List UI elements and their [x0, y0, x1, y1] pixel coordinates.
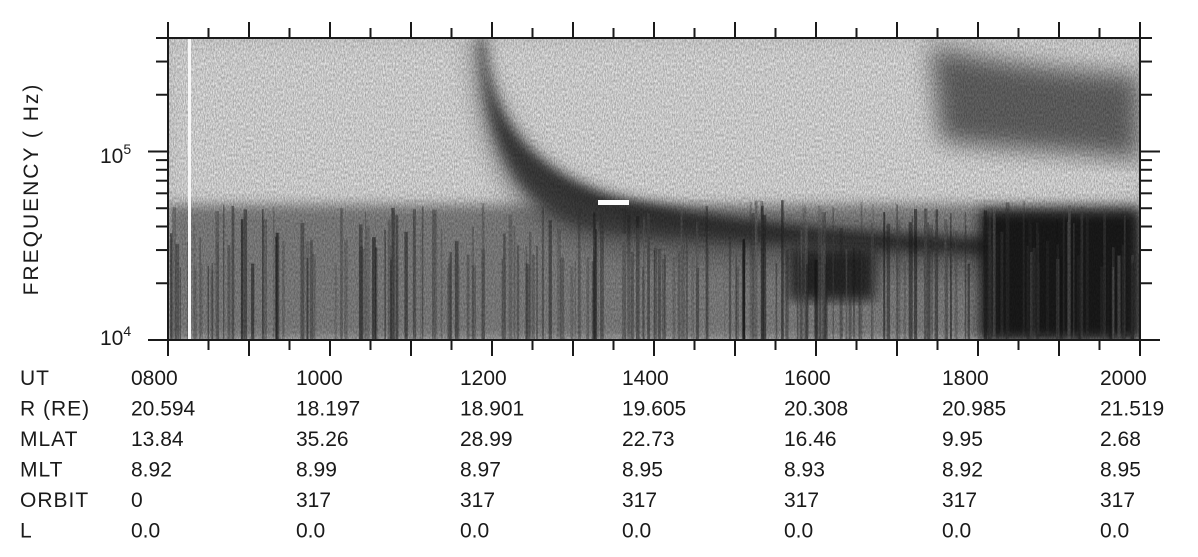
table-row-label: MLAT	[20, 428, 78, 451]
table-row-label: UT	[20, 367, 50, 390]
table-cell: 1200	[460, 367, 507, 390]
table-cell: 0.0	[1100, 520, 1129, 543]
table-cell: 19.605	[622, 398, 686, 421]
table-cell: 0.0	[622, 520, 651, 543]
table-cell: 9.95	[942, 428, 983, 451]
x-axis-ticks	[167, 22, 1141, 356]
y-axis-label: FREQUENCY ( Hz)	[20, 83, 43, 296]
table-cell: 0.0	[131, 520, 160, 543]
table-cell: 20.594	[131, 398, 196, 421]
table-cell: 317	[296, 489, 331, 512]
table-cell: 18.197	[296, 398, 360, 421]
table-cell: 13.84	[131, 428, 184, 451]
table-cell: 0.0	[784, 520, 813, 543]
table-cell: 0.0	[460, 520, 489, 543]
table-cell: 317	[622, 489, 657, 512]
table-cell: 18.901	[460, 398, 524, 421]
spectrogram-grain	[168, 38, 1140, 340]
table-row-label: ORBIT	[20, 489, 89, 512]
y-tick-label-1e4: 104	[100, 323, 131, 350]
table-cell: 0.0	[296, 520, 325, 543]
y-tick-label-1e5: 105	[100, 141, 131, 168]
table-cell: 20.308	[784, 398, 848, 421]
table-cell: 20.985	[942, 398, 1006, 421]
calibration-line	[188, 38, 191, 340]
table-cell: 1400	[622, 367, 669, 390]
svg-text:105: 105	[100, 141, 131, 168]
table-cell: 21.519	[1100, 398, 1164, 421]
table-cell: 8.99	[296, 459, 337, 482]
svg-text:104: 104	[100, 323, 131, 350]
table-cell: 0800	[131, 367, 178, 390]
table-cell: 1600	[784, 367, 831, 390]
table-cell: 28.99	[460, 428, 513, 451]
table-cell: 317	[942, 489, 977, 512]
ephemeris-table: UT 0800 1000 1200 1400 1600 1800 2000 R (RE) 20.5…	[20, 367, 1164, 543]
table-row-label: MLT	[20, 459, 63, 482]
table-cell: 317	[1100, 489, 1135, 512]
table-row-label: R (RE)	[20, 398, 90, 421]
table-cell: 8.93	[784, 459, 825, 482]
table-cell: 317	[784, 489, 819, 512]
table-cell: 16.46	[784, 428, 837, 451]
table-cell: 35.26	[296, 428, 349, 451]
table-cell: 8.97	[460, 459, 501, 482]
table-cell: 0	[131, 489, 143, 512]
table-cell: 2000	[1100, 367, 1147, 390]
table-cell: 0.0	[942, 520, 971, 543]
table-cell: 22.73	[622, 428, 675, 451]
white-marker	[598, 200, 629, 205]
table-row-label: L	[20, 520, 33, 543]
y-axis-ticks	[148, 37, 1160, 341]
table-cell: 8.95	[1100, 459, 1141, 482]
table-cell: 8.92	[942, 459, 983, 482]
spectrogram-panel	[168, 38, 1140, 340]
table-cell: 1000	[296, 367, 343, 390]
table-cell: 1800	[942, 367, 989, 390]
table-cell: 317	[460, 489, 495, 512]
table-cell: 2.68	[1100, 428, 1141, 451]
table-cell: 8.92	[131, 459, 172, 482]
table-cell: 8.95	[622, 459, 663, 482]
